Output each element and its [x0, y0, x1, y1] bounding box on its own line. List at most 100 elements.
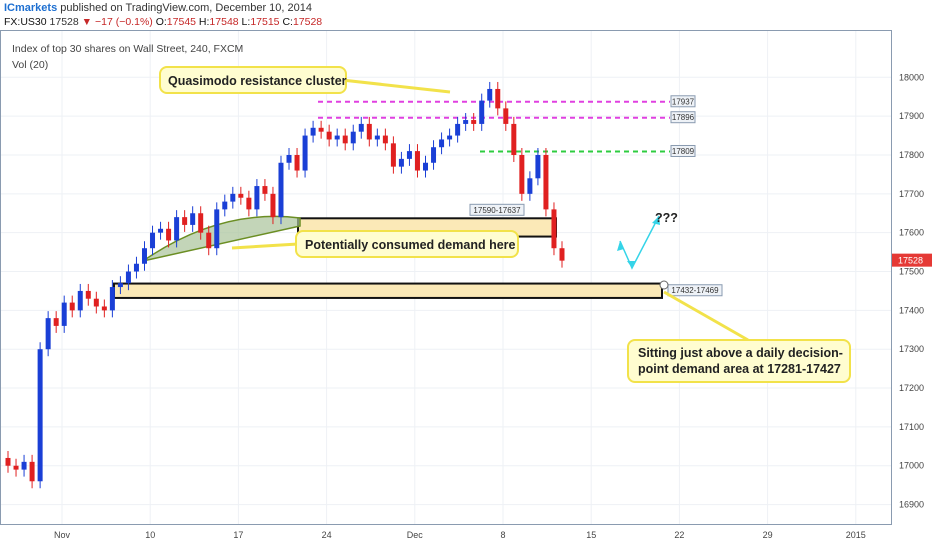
candle-body — [286, 154, 292, 163]
y-tick-label: 17100 — [899, 422, 924, 432]
level-label: 17896 — [672, 113, 695, 122]
candle-body — [29, 461, 35, 482]
callout-quasimodo: Quasimodo resistance cluster — [159, 66, 451, 94]
candle-body — [254, 186, 260, 210]
candle-body — [318, 127, 324, 132]
candle-body — [431, 147, 437, 163]
candle-body — [406, 151, 412, 159]
candle-body — [77, 290, 83, 311]
candle-body — [190, 213, 196, 225]
candle-body — [471, 120, 477, 124]
close-label: C: — [282, 16, 293, 28]
zone-label-box — [469, 203, 525, 216]
y-tick-label: 17300 — [899, 344, 924, 354]
callout-box — [627, 339, 851, 383]
candle-body — [5, 457, 11, 466]
callout-decision-point-text: Sitting just above a daily decision- poi… — [638, 346, 846, 376]
candle-body — [535, 154, 541, 179]
level-label-box — [670, 95, 696, 108]
candle-body — [222, 201, 228, 210]
x-tick-label: 24 — [322, 530, 332, 540]
candle-body — [342, 135, 348, 144]
candle-body — [503, 108, 509, 124]
zone-label: 17432-17469 — [671, 286, 719, 295]
candle-body — [374, 135, 380, 140]
y-tick-label: 17600 — [899, 228, 924, 238]
candle-body — [85, 290, 91, 299]
candle-body — [350, 131, 356, 144]
candle-body — [479, 100, 485, 124]
candle-body — [174, 217, 180, 241]
grid — [1, 31, 891, 524]
open-label: O: — [155, 16, 167, 28]
high-label: H: — [198, 16, 210, 28]
x-tick-label: 8 — [500, 530, 505, 540]
volume-indicator-label: Vol (20) — [12, 59, 48, 71]
candle-body — [69, 302, 75, 311]
low-value: 17515 — [250, 16, 280, 28]
callout-decision-point: Sitting just above a daily decision- poi… — [627, 280, 851, 383]
y-tick-label: 17500 — [899, 267, 924, 277]
candle-body — [390, 143, 396, 167]
arrowhead-icon — [652, 216, 660, 225]
candle-body — [423, 162, 429, 171]
y-axis: 16900 17000 17100 17200 17300 17400 17500 17600… — [899, 72, 924, 509]
candle-body — [382, 135, 388, 144]
current-price-box — [892, 253, 932, 267]
x-tick-label: 15 — [586, 530, 596, 540]
close-value: 17528 — [292, 16, 323, 28]
callout-box — [159, 66, 347, 94]
candle-body — [206, 232, 212, 249]
arrowhead-icon — [617, 241, 624, 251]
change-arrow-icon: ▼ — [81, 16, 93, 28]
candle-body — [246, 197, 252, 210]
candle-body — [551, 209, 557, 249]
high-value: 17548 — [209, 16, 239, 28]
level-label: 17809 — [672, 147, 695, 156]
callout-box — [295, 230, 519, 258]
candle-body — [182, 217, 188, 225]
candle-body — [117, 283, 123, 288]
candle-body — [487, 88, 493, 101]
candle-body — [141, 248, 147, 264]
publisher-line: ICmarkets published on TradingView.com, … — [4, 2, 312, 14]
candle-body — [495, 88, 501, 109]
callout-quasimodo-text: Quasimodo resistance cluster — [168, 74, 347, 88]
question-marks: ??? — [655, 211, 678, 225]
callout-consumed-demand: Potentially consumed demand here — [231, 230, 519, 258]
price-chart[interactable]: 16900 17000 17100 17200 17300 17400 17500 17600… — [0, 30, 932, 550]
x-tick-label: 10 — [145, 530, 155, 540]
arrowhead-icon — [627, 261, 635, 268]
candle-body — [150, 232, 156, 249]
candle-body — [230, 193, 236, 202]
x-tick-label: Nov — [54, 530, 71, 540]
chart-header: ICmarkets published on TradingView.com, … — [0, 0, 932, 30]
current-price-tag: 17528 — [892, 253, 932, 267]
candle-body — [93, 298, 99, 307]
y-tick-label: 18000 — [899, 72, 924, 82]
callout-line-1: Sitting just above a daily decision- — [638, 346, 843, 360]
plot-area — [0, 30, 892, 525]
candle-body — [334, 135, 340, 140]
candle-body — [166, 228, 172, 241]
y-tick-label: 17900 — [899, 111, 924, 121]
candle-body — [53, 318, 59, 326]
candle-body — [238, 193, 244, 198]
candle-body — [439, 139, 445, 148]
candle-body — [214, 209, 220, 249]
candles — [5, 81, 565, 489]
symbol-label[interactable]: FX:US30 — [4, 16, 47, 28]
candle-body — [13, 465, 19, 470]
candle-body — [326, 131, 332, 140]
x-tick-label: 29 — [763, 530, 773, 540]
brand-link[interactable]: ICmarkets — [4, 2, 58, 14]
consumed-demand-arc — [142, 215, 301, 262]
candle-body — [398, 158, 404, 167]
current-price-label: 17528 — [898, 256, 923, 266]
candle-body — [414, 151, 420, 171]
callout-line-2: point demand area at 17281-17427 — [638, 362, 841, 376]
candle-body — [447, 135, 453, 140]
candle-body — [262, 186, 268, 194]
candle-body — [519, 154, 525, 194]
candle-body — [61, 302, 67, 326]
